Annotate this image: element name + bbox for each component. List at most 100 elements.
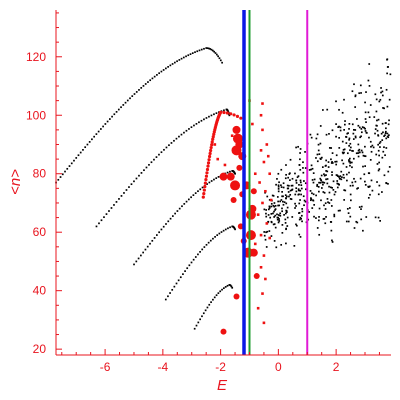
red-point xyxy=(259,265,263,269)
curve-1-point xyxy=(176,60,178,63)
red-point xyxy=(266,154,270,158)
cloud-point xyxy=(320,179,323,182)
cloud-point xyxy=(346,179,348,182)
cloud-point xyxy=(375,110,378,113)
cloud-point xyxy=(381,90,384,93)
cloud-point xyxy=(343,199,346,201)
curve-3-point xyxy=(197,190,199,193)
cloud-point xyxy=(280,199,283,201)
curve-2-point xyxy=(115,201,118,203)
cloud-point xyxy=(336,174,339,177)
red-point xyxy=(262,160,266,164)
cloud-point xyxy=(277,172,280,175)
cloud-point xyxy=(356,221,359,224)
curve-1-point xyxy=(153,75,156,78)
curve-1-point xyxy=(167,66,169,68)
curve-1-point xyxy=(140,87,143,89)
cloud-point xyxy=(360,92,362,94)
red-point xyxy=(256,306,260,310)
red-arc-point xyxy=(207,158,211,162)
cloud-point xyxy=(364,165,367,167)
curve-1-point xyxy=(194,51,196,54)
curve-1-point xyxy=(126,99,129,102)
cloud-point xyxy=(354,129,357,131)
cloud-point xyxy=(264,191,266,194)
cloud-point xyxy=(339,129,342,132)
cloud-point xyxy=(341,151,344,154)
cloud-point xyxy=(345,166,348,168)
cloud-point xyxy=(317,186,320,188)
curve-3-point xyxy=(158,231,160,234)
cloud-point xyxy=(278,220,281,222)
cloud-point xyxy=(270,235,273,237)
red-point xyxy=(258,181,261,184)
cloud-point xyxy=(299,189,302,192)
curve-1-point xyxy=(205,47,208,49)
cloud-point xyxy=(297,193,300,196)
cloud-point xyxy=(338,183,340,186)
cloud-point xyxy=(316,153,319,156)
cloud-point xyxy=(324,208,327,210)
red-point xyxy=(259,149,263,152)
cloud-point xyxy=(316,160,319,163)
cloud-point xyxy=(303,199,306,202)
cloud-point xyxy=(272,194,275,197)
curve-2-point xyxy=(133,180,135,183)
curve-3-point xyxy=(167,220,170,223)
cloud-point xyxy=(383,146,385,149)
cloud-point xyxy=(282,195,284,198)
red-point xyxy=(251,122,254,126)
x-axis-title: E xyxy=(217,377,228,394)
cloud-point xyxy=(273,205,276,208)
cloud-point xyxy=(369,159,372,161)
cloud-point xyxy=(274,226,277,229)
red-point xyxy=(268,172,272,176)
cloud-point xyxy=(333,215,336,218)
cloud-point xyxy=(357,149,360,152)
cloud-point xyxy=(379,140,382,143)
curve-2-point xyxy=(218,111,220,113)
cloud-point xyxy=(379,220,381,222)
red-point xyxy=(261,102,264,105)
curve-1-point xyxy=(203,47,205,50)
large-red-point xyxy=(236,164,243,171)
red-arc-point xyxy=(206,161,211,165)
cloud-point xyxy=(275,183,277,186)
curve-2-point xyxy=(178,135,180,138)
curve-1-point xyxy=(219,59,222,62)
cloud-point xyxy=(332,189,335,191)
curve-3-point xyxy=(226,171,229,174)
cloud-point xyxy=(331,161,333,163)
cloud-point xyxy=(274,214,277,217)
curve-4-point xyxy=(203,246,206,248)
curve-2-point xyxy=(100,219,103,222)
reference-lines xyxy=(242,10,309,355)
curve-1-point xyxy=(178,59,181,61)
curve-1-point xyxy=(221,61,223,64)
cloud-point xyxy=(315,194,317,197)
cloud-point xyxy=(330,158,332,161)
cloud-point xyxy=(361,151,364,154)
cloud-point xyxy=(325,170,327,172)
cloud-point xyxy=(315,157,317,159)
cloud-point xyxy=(293,245,296,247)
red-arc-point xyxy=(209,148,213,153)
cloud-point xyxy=(295,182,298,184)
cloud-point xyxy=(302,171,305,174)
curve-4-point xyxy=(201,248,204,251)
cloud-point xyxy=(332,180,335,183)
cloud-point xyxy=(295,190,298,193)
y-tick-label: 60 xyxy=(33,225,47,239)
curve-1-point xyxy=(211,49,214,52)
curve-1-point xyxy=(133,93,136,95)
cloud-point xyxy=(335,160,338,163)
cloud-point xyxy=(337,209,340,212)
cloud-point xyxy=(280,184,282,187)
curve-3-point xyxy=(144,248,147,251)
cloud-point xyxy=(296,176,299,179)
curve-3-point xyxy=(176,210,179,212)
curve-2-point xyxy=(170,142,173,144)
cloud-point xyxy=(353,83,355,86)
cloud-point xyxy=(360,208,362,210)
